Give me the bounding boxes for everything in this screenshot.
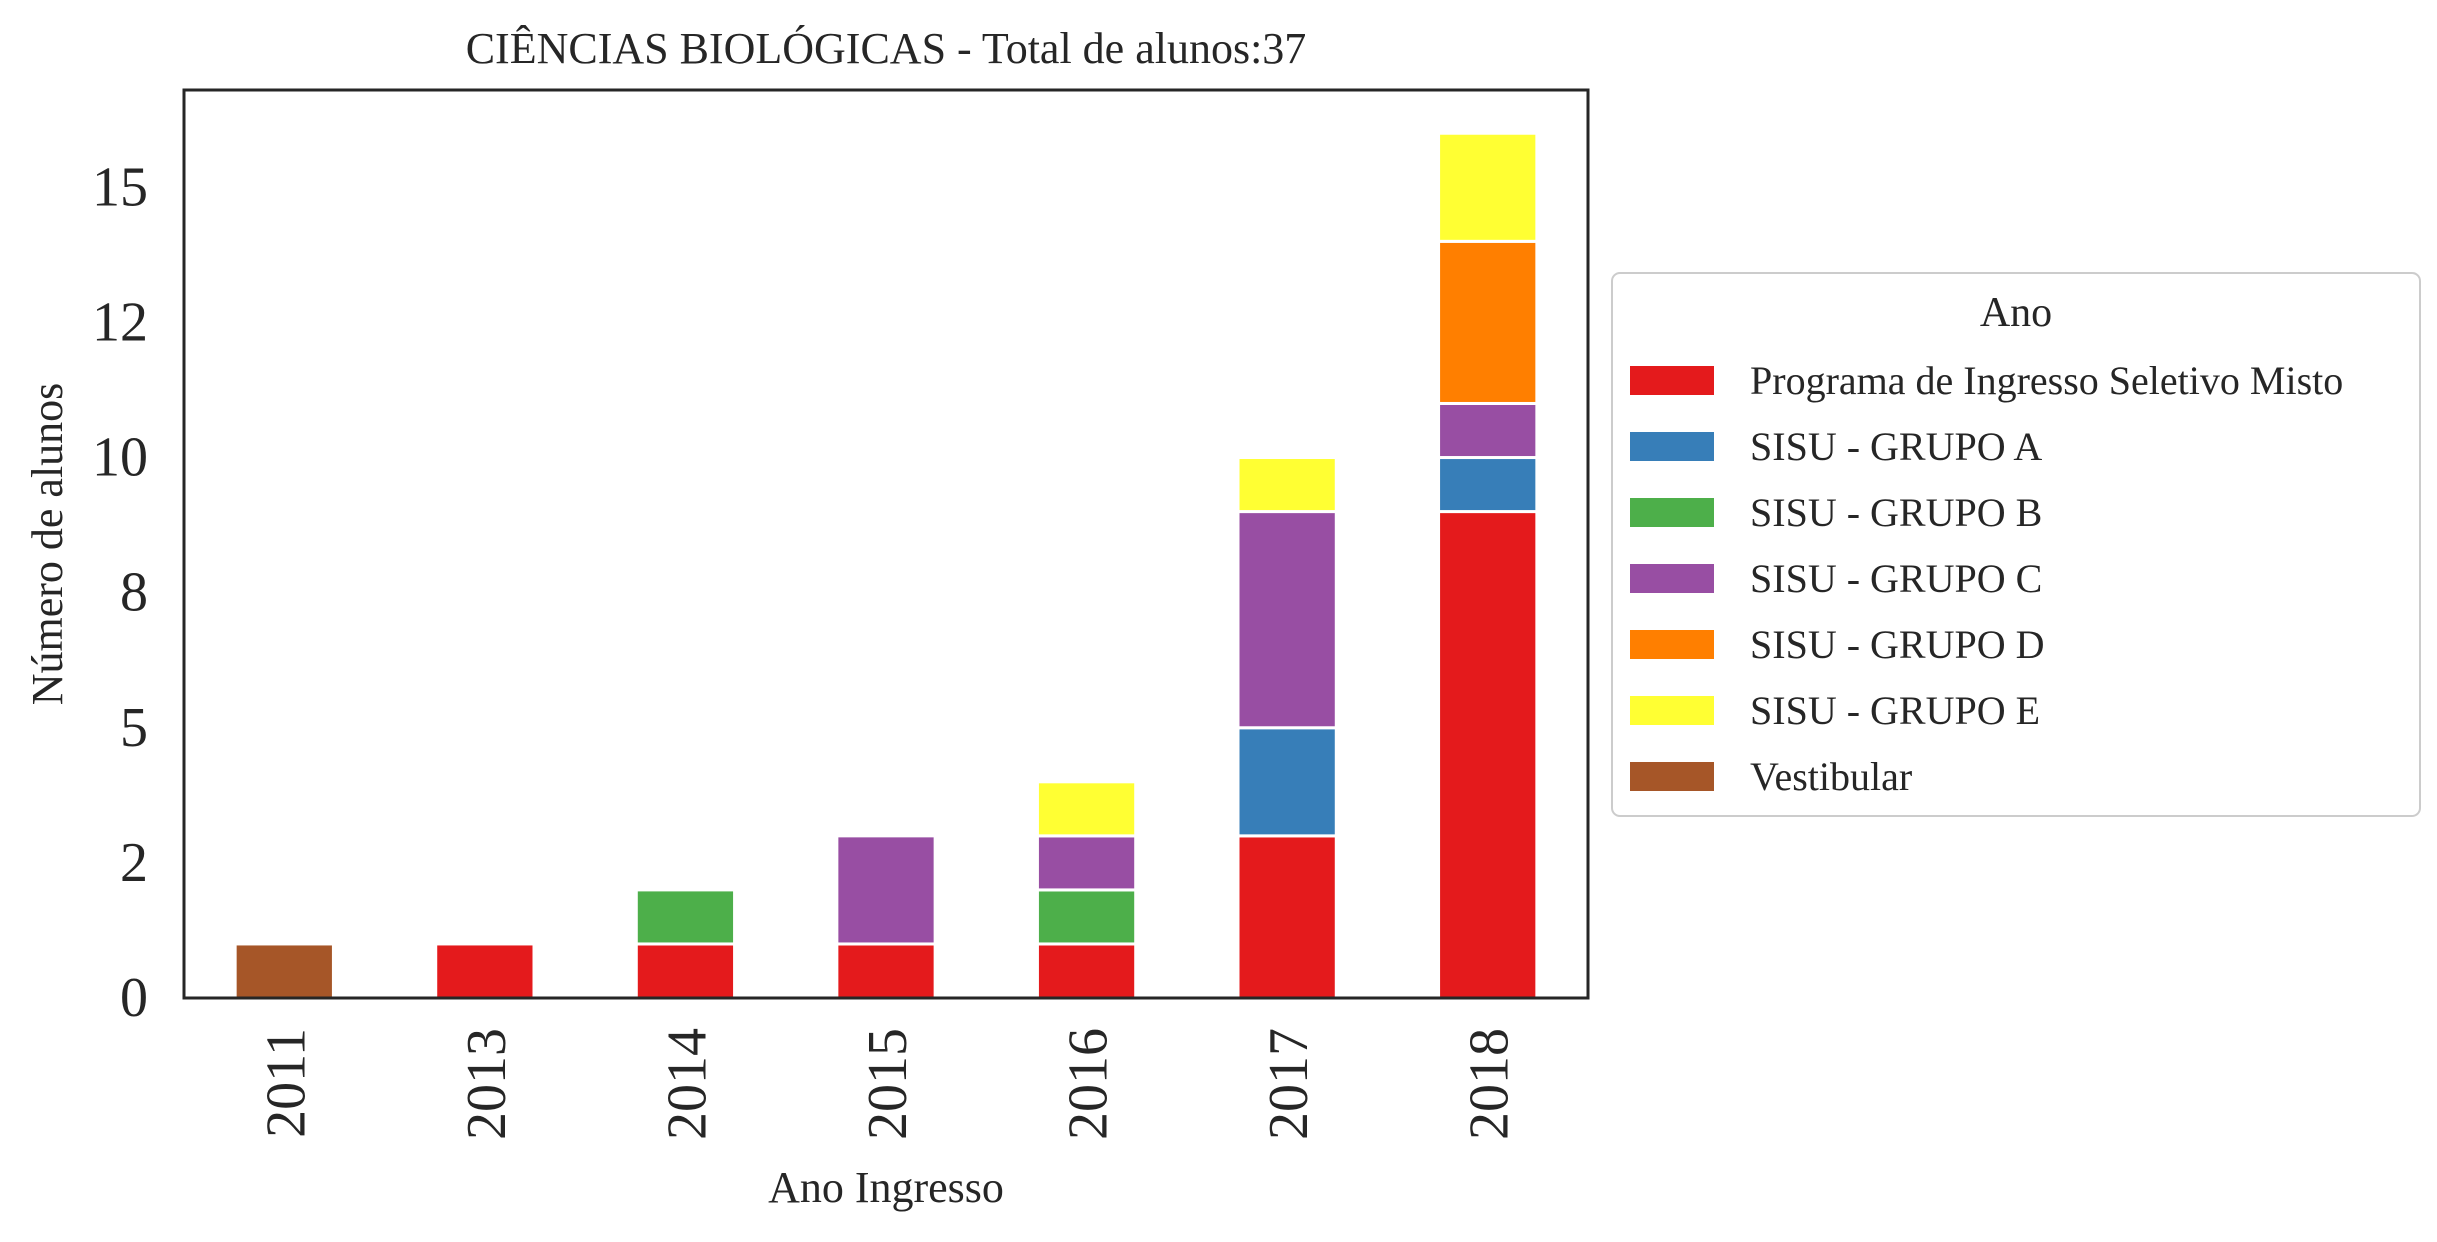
bar-2015-series-0 xyxy=(835,942,937,1000)
legend-label: SISU - GRUPO B xyxy=(1750,490,2042,535)
legend-label: SISU - GRUPO D xyxy=(1750,622,2045,667)
bar-2017-series-3 xyxy=(1236,510,1338,730)
y-ticks: 0 2 5 8 10 12 15 xyxy=(92,156,148,1029)
bar-2014-series-2 xyxy=(634,888,737,946)
bar-2011-series-6 xyxy=(233,942,335,1000)
legend-swatch xyxy=(1630,498,1714,527)
x-tick-label: 2013 xyxy=(456,1028,518,1140)
bar-2018-series-1 xyxy=(1437,456,1539,514)
x-tick-label: 2016 xyxy=(1058,1028,1120,1140)
y-tick-label: 2 xyxy=(120,832,148,894)
bar-2017-series-0 xyxy=(1236,834,1338,1000)
legend-frame xyxy=(1611,272,2421,817)
bar-2018-series-3 xyxy=(1437,401,1539,460)
legend-swatch xyxy=(1630,696,1714,725)
bar-2016-series-2 xyxy=(1035,888,1138,946)
x-axis-label: Ano Ingresso xyxy=(768,1163,1004,1212)
legend-label: SISU - GRUPO C xyxy=(1750,556,2042,601)
y-tick-label: 8 xyxy=(120,562,148,624)
legend-title: Ano xyxy=(1980,290,2052,336)
bar-2016-series-0 xyxy=(1035,942,1138,1000)
bar-2013-series-0 xyxy=(434,942,536,1000)
y-axis-label: Número de alunos xyxy=(23,383,72,706)
bar-2016-series-5 xyxy=(1035,780,1138,838)
x-tick-label: 2011 xyxy=(255,1028,317,1138)
x-ticks: 2011 2013 2014 2015 2016 2017 2018 xyxy=(255,1028,1520,1140)
legend-swatch xyxy=(1630,366,1714,395)
y-tick-label: 5 xyxy=(120,697,148,759)
legend-swatch xyxy=(1630,630,1714,659)
legend-label: SISU - GRUPO A xyxy=(1750,424,2042,469)
x-tick-label: 2015 xyxy=(857,1028,919,1140)
y-tick-label: 12 xyxy=(92,291,148,353)
legend-items: Programa de Ingresso Seletivo Misto SISU … xyxy=(1630,358,2343,799)
bar-2017-series-5 xyxy=(1236,456,1338,514)
legend: Ano Programa de Ingresso Seletivo Misto S… xyxy=(1611,272,2421,817)
legend-swatch xyxy=(1630,564,1714,593)
legend-label: SISU - GRUPO E xyxy=(1750,688,2040,733)
y-tick-label: 10 xyxy=(92,427,148,489)
bar-2016-series-3 xyxy=(1035,834,1138,892)
bar-2018-series-4 xyxy=(1437,239,1539,405)
chart-title: CIÊNCIAS BIOLÓGICAS - Total de alunos:37 xyxy=(466,24,1307,73)
plot-frame xyxy=(182,88,1590,1000)
bar-2014-series-0 xyxy=(634,942,737,1000)
x-tick-label: 2014 xyxy=(656,1028,718,1140)
bar-2015-series-3 xyxy=(835,834,937,946)
y-tick-label: 15 xyxy=(92,156,148,218)
bar-2018-series-0 xyxy=(1437,510,1539,1000)
legend-label: Programa de Ingresso Seletivo Misto xyxy=(1750,358,2343,403)
bars-layer xyxy=(233,131,1539,1000)
legend-swatch xyxy=(1630,762,1714,791)
y-tick-label: 0 xyxy=(120,967,148,1029)
legend-swatch xyxy=(1630,432,1714,461)
x-tick-label: 2018 xyxy=(1459,1028,1521,1140)
x-tick-label: 2017 xyxy=(1258,1028,1320,1140)
bar-2017-series-1 xyxy=(1236,726,1338,838)
legend-label: Vestibular xyxy=(1750,754,1912,799)
bar-2018-series-5 xyxy=(1437,131,1539,243)
